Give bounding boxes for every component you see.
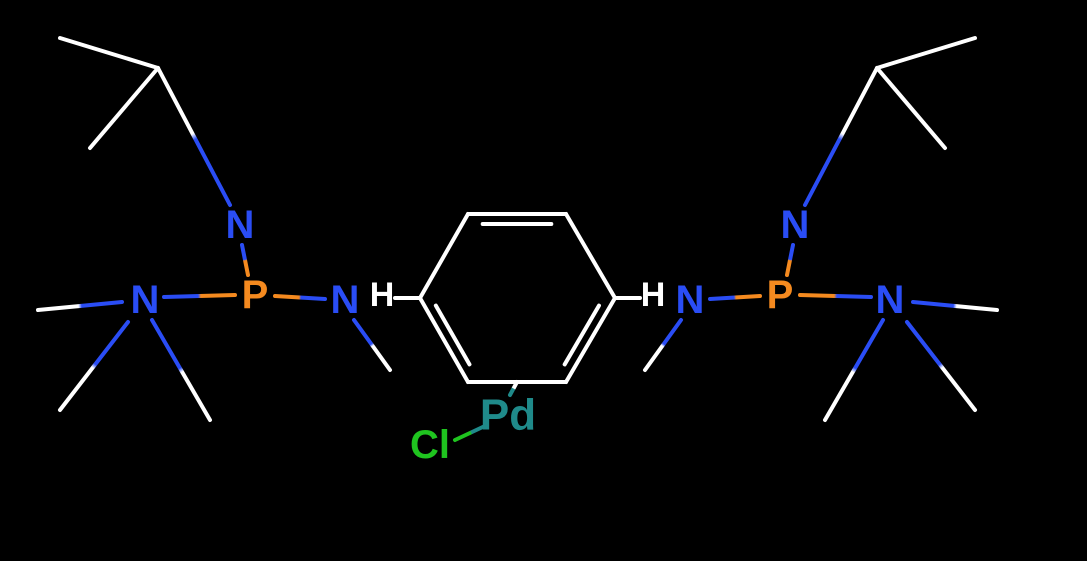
atom-H1: H	[370, 276, 395, 314]
atom-N3: N	[781, 203, 810, 247]
bond	[164, 295, 235, 297]
bond	[800, 295, 871, 297]
atom-NH1: N	[331, 278, 360, 322]
atom-Pd: Pd	[480, 391, 536, 440]
atom-N1: N	[226, 203, 255, 247]
atom-NH2: N	[676, 278, 705, 322]
atom-Cl: Cl	[410, 423, 450, 467]
atom-N2: N	[131, 278, 160, 322]
atom-H2: H	[641, 276, 666, 314]
background	[0, 0, 1087, 561]
atom-P2: P	[767, 273, 794, 317]
atom-P1: P	[242, 273, 269, 317]
atom-N4: N	[876, 278, 905, 322]
